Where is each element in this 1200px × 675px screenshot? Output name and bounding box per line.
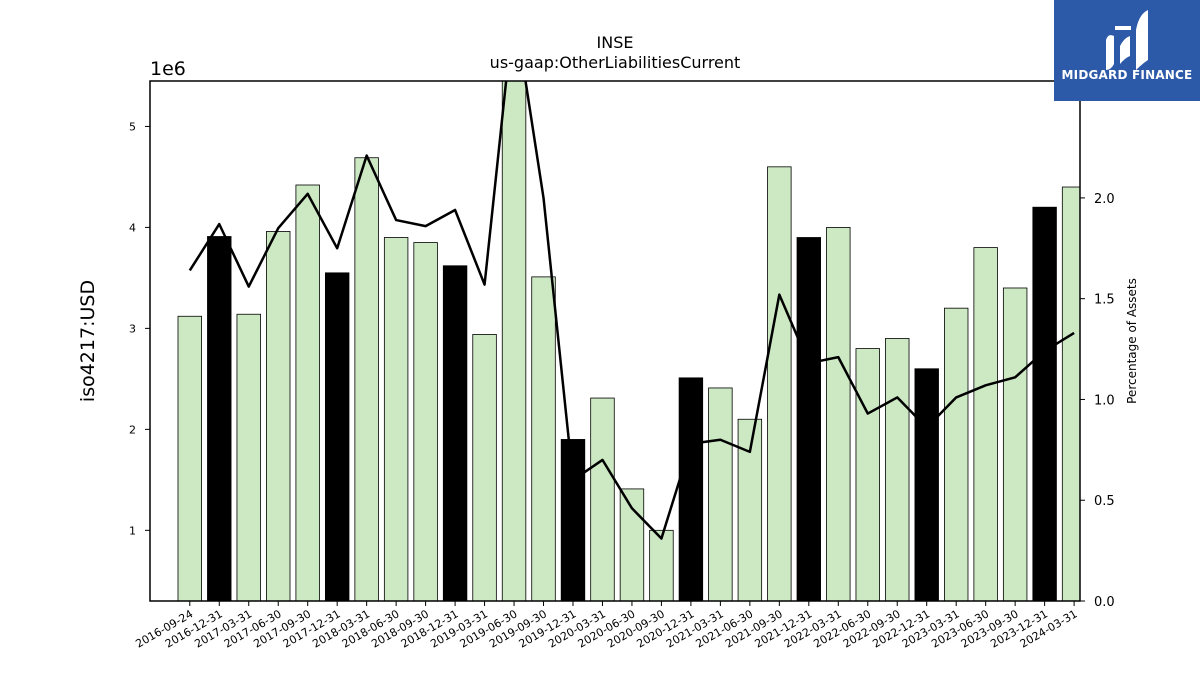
bar <box>649 529 674 601</box>
y-tick-label: 3 <box>129 322 136 335</box>
y2-tick-label: 1.0 <box>1094 393 1115 408</box>
bar <box>442 265 468 601</box>
chart-title: INSE <box>597 33 634 52</box>
plot-frame <box>149 80 1081 602</box>
logo-text: MIDGARD FINANCE <box>1061 68 1193 82</box>
bar <box>413 242 438 601</box>
bar <box>266 231 291 601</box>
line-layer <box>188 81 1075 540</box>
bar <box>472 334 497 601</box>
bar <box>944 307 969 601</box>
bar <box>708 387 733 601</box>
y-offset-text: 1e6 <box>150 58 186 80</box>
bar <box>796 237 822 601</box>
bar <box>560 439 586 601</box>
logo: MIDGARD FINANCE <box>1054 0 1200 101</box>
bar <box>295 184 320 601</box>
bar <box>324 272 350 601</box>
bar <box>383 237 409 601</box>
bar <box>1032 206 1057 601</box>
y-axis-label: iso4217:USD <box>77 280 99 402</box>
y-tick-label: 1 <box>129 524 136 537</box>
bar <box>885 338 910 601</box>
bar <box>177 315 202 601</box>
y-tick-label: 5 <box>129 120 136 133</box>
y-tick-label: 2 <box>129 423 136 436</box>
y-tick-label: 4 <box>129 221 136 234</box>
chart-subtitle: us-gaap:OtherLiabilitiesCurrent <box>490 53 741 72</box>
y2-tick-label: 0.0 <box>1094 595 1115 610</box>
bar <box>236 313 261 601</box>
bar <box>1002 287 1028 601</box>
bar <box>826 227 851 601</box>
y2-tick-label: 2.0 <box>1094 192 1115 207</box>
bar <box>973 247 998 601</box>
bar <box>855 348 880 601</box>
bar <box>619 488 645 601</box>
bar <box>914 368 939 601</box>
percentage-line <box>188 81 1075 540</box>
bar <box>678 377 704 601</box>
bar <box>207 236 232 601</box>
bar <box>767 166 792 601</box>
bar <box>354 157 379 601</box>
bar <box>590 397 615 601</box>
bars-group <box>177 81 1080 601</box>
bar <box>531 276 556 601</box>
logo-mark-icon <box>1106 10 1148 70</box>
bar <box>737 418 763 601</box>
axes: 123450.00.51.01.52.02016-09-242016-12-31… <box>129 80 1115 651</box>
y2-tick-label: 0.5 <box>1094 494 1115 509</box>
bar <box>501 81 527 601</box>
y2-axis-label: Percentage of Assets <box>1125 278 1139 404</box>
bar <box>1061 186 1080 601</box>
y2-tick-label: 1.5 <box>1094 293 1115 308</box>
